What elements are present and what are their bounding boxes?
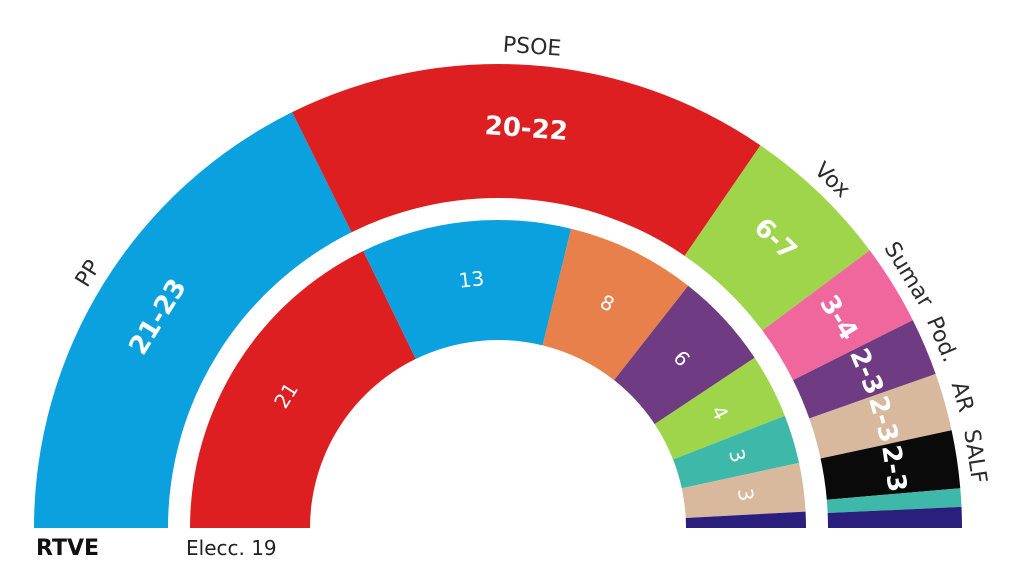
ring-0-segment-4: [793, 320, 936, 419]
ring-0-segment-6: [820, 430, 961, 500]
party-label-1: PSOE: [502, 33, 562, 62]
ring-1-seat-label-6: 3: [733, 487, 758, 503]
ring-0-seat-label-1: 20-22: [484, 111, 569, 147]
ring-1-segment-3: [614, 285, 755, 425]
ring-1-segment-0: [190, 251, 416, 528]
ring-1-segment-5: [673, 415, 800, 489]
ring-1-segment-7: [685, 511, 806, 528]
ring-0-segment-5: [809, 373, 952, 459]
ring-0-seat-label-6: 2-3: [875, 443, 912, 494]
inner-ring-name: Elecc. 19: [186, 536, 277, 560]
ring-1-segment-1: [363, 220, 572, 359]
ring-0-segment-3: [762, 250, 913, 381]
ring-0-segment-1: [292, 64, 761, 256]
ring-1-segment-4: [654, 357, 785, 460]
ring-1-segment-6: [681, 462, 806, 518]
ring-0-segment-2: [684, 145, 870, 331]
outer-ring: [34, 64, 962, 529]
source-label: RTVE: [36, 536, 100, 561]
ring-0-segment-0: [34, 112, 352, 529]
party-label-0: PP: [71, 256, 106, 292]
party-label-6: SALF: [958, 428, 991, 485]
ring-1-seat-label-1: 13: [457, 266, 485, 293]
inner-ring: [190, 220, 806, 528]
ring-1-segment-2: [542, 228, 689, 381]
party-label-5: AR: [946, 379, 978, 415]
ring-0-segment-8: [827, 506, 962, 528]
ring-0-segment-7: [826, 488, 962, 514]
